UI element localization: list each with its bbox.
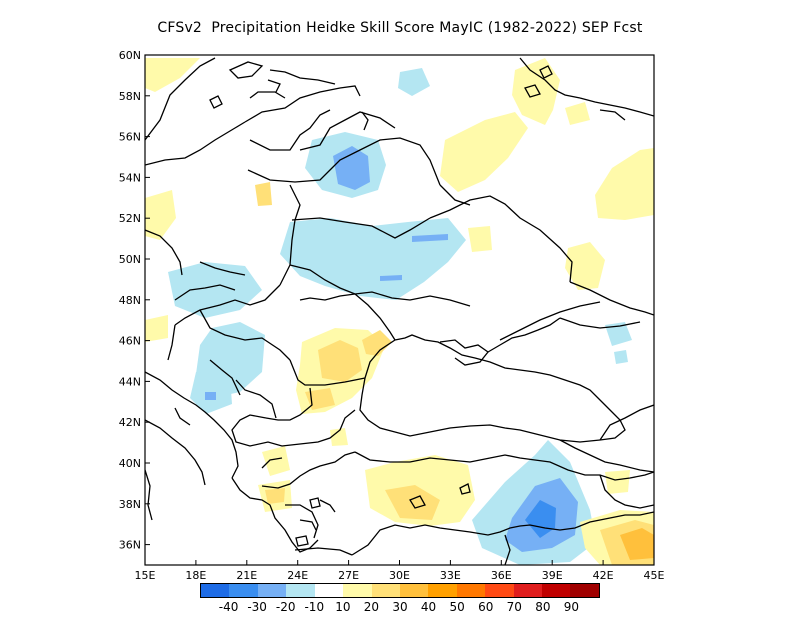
lon-tick-label: 15E xyxy=(135,569,156,582)
colorbar-label: 30 xyxy=(392,600,408,614)
colorbar-swatch xyxy=(399,584,429,597)
negative-skill-area-west xyxy=(168,262,262,318)
skill-shading xyxy=(145,58,654,565)
colorbar-swatch xyxy=(485,584,514,597)
colorbar-swatch xyxy=(286,584,315,597)
lon-tick-label: 24E xyxy=(287,569,308,582)
lon-tick-label: 18E xyxy=(185,569,206,582)
lat-tick-label: 36N xyxy=(119,539,141,552)
lat-tick-label: 60N xyxy=(119,49,141,62)
lon-tick-label: 33E xyxy=(440,569,461,582)
colorbar-labels: -40 -30 -20 -10 10 20 30 40 50 60 70 80 90 xyxy=(200,600,600,614)
latitude-axis: 36N 38N 40N 42N 44N 46N 48N 50N 52N 54N 56N 58N 60N xyxy=(119,49,150,552)
lat-tick-label: 50N xyxy=(119,253,141,266)
lat-tick-label: 42N xyxy=(119,416,141,429)
positive-skill-area-aegean xyxy=(262,446,290,476)
colorbar-swatch xyxy=(257,584,287,597)
colorbar-label: 60 xyxy=(478,600,494,614)
colorbar-swatch xyxy=(570,584,599,597)
positive-skill-area-finland-northeast xyxy=(512,58,560,125)
lat-tick-label: 40N xyxy=(119,457,141,470)
colorbar-label: 90 xyxy=(563,600,580,614)
lat-tick-label: 56N xyxy=(119,131,141,144)
colorbar-label: 20 xyxy=(363,600,380,614)
positive-skill-core-east-deep xyxy=(620,528,654,560)
lon-tick-label: 36E xyxy=(491,569,512,582)
positive-skill-area-ukraine-east xyxy=(565,242,605,290)
negative-skill-line-1 xyxy=(412,234,448,242)
positive-skill-core-greece xyxy=(265,488,285,504)
colorbar-swatch xyxy=(456,584,486,597)
positive-skill-core-danube xyxy=(362,330,392,356)
colorbar-label: -10 xyxy=(304,600,325,614)
lon-tick-label: 27E xyxy=(338,569,359,582)
positive-skill-area-northeast-small xyxy=(565,102,590,125)
positive-skill-area-caucasus xyxy=(605,470,630,494)
lat-tick-label: 46N xyxy=(119,335,141,348)
colorbar-label: 10 xyxy=(335,600,351,614)
positive-skill-core-turkey xyxy=(385,485,440,520)
colorbar-label: -30 xyxy=(247,600,267,614)
negative-skill-line-2 xyxy=(380,275,402,281)
positive-skill-area-scandinavia xyxy=(145,58,200,92)
lat-tick-label: 52N xyxy=(119,212,141,225)
colorbar-label: -20 xyxy=(275,600,296,614)
positive-skill-area-russia-north xyxy=(440,112,528,192)
negative-skill-dot xyxy=(205,392,216,400)
positive-skill-core-west xyxy=(255,182,272,206)
colorbar-swatch xyxy=(201,584,230,597)
negative-skill-area-small xyxy=(614,350,628,364)
colorbar-swatch xyxy=(343,584,372,597)
lat-tick-label: 58N xyxy=(119,90,141,103)
coastlines-and-borders xyxy=(145,57,654,565)
negative-skill-area-east xyxy=(605,322,632,346)
colorbar-swatch xyxy=(314,584,344,597)
map-title: CFSv2 Precipitation Heidke Skill Score M… xyxy=(157,20,643,36)
colorbar-label: 80 xyxy=(535,600,551,614)
colorbar-label: 70 xyxy=(506,600,522,614)
lon-tick-label: 21E xyxy=(236,569,257,582)
positive-skill-area-west-edge-2 xyxy=(145,315,168,342)
lon-tick-label: 39E xyxy=(542,569,563,582)
positive-skill-area-west-edge xyxy=(145,190,176,240)
colorbar-label: 50 xyxy=(449,600,465,614)
positive-skill-area-russia-east xyxy=(595,148,654,220)
colorbar-swatch xyxy=(542,584,571,597)
lat-tick-label: 54N xyxy=(119,171,141,184)
positive-skill-area-bosporus xyxy=(330,428,348,446)
colorbar-swatch xyxy=(513,584,543,597)
colorbar-label: -40 xyxy=(218,600,239,614)
negative-skill-area-north xyxy=(398,68,430,96)
lat-tick-label: 44N xyxy=(119,375,141,388)
longitude-axis: 15E 18E 21E 24E 27E 30E 33E 36E 39E 42E 45E xyxy=(135,560,665,582)
colorbar-swatch xyxy=(229,584,258,597)
lon-tick-label: 45E xyxy=(644,569,665,582)
lat-tick-label: 38N xyxy=(119,498,141,511)
lon-tick-label: 30E xyxy=(389,569,410,582)
positive-skill-core-romania xyxy=(318,340,362,382)
colorbar-swatch xyxy=(428,584,457,597)
lon-tick-label: 42E xyxy=(593,569,614,582)
lat-tick-label: 48N xyxy=(119,294,141,307)
colorbar xyxy=(200,583,600,598)
colorbar-label: 40 xyxy=(420,600,437,614)
positive-skill-area-ukraine xyxy=(468,226,492,252)
negative-skill-core-baltic xyxy=(333,146,370,190)
colorbar-swatch xyxy=(371,584,400,597)
